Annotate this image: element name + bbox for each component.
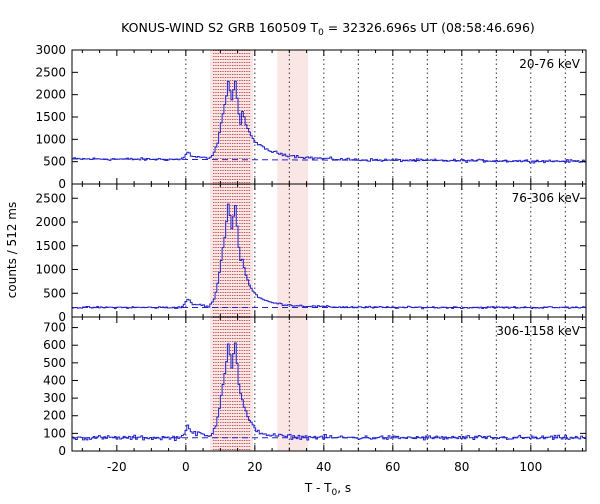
shaded-interval: [277, 317, 309, 451]
y-tick-label: 1000: [35, 263, 66, 277]
y-tick-label: 500: [43, 155, 66, 169]
y-tick-label: 100: [43, 426, 66, 440]
y-tick-label: 500: [43, 356, 66, 370]
panel-energy-label: 76-306 keV: [512, 191, 581, 205]
light-curve-series: [72, 80, 587, 164]
panel-3: 0 100 200 300 400 500 600 700 306-1158 keV: [43, 316, 587, 458]
light-curve-series: [72, 203, 587, 310]
y-tick-label: 2500: [35, 191, 66, 205]
shaded-interval: [277, 184, 309, 317]
y-tick-label: 3000: [35, 43, 66, 57]
chart-title-suffix: = 32326.696s UT (08:58:46.696): [324, 20, 535, 35]
shaded-interval: [209, 317, 254, 451]
y-tick-label: 1000: [35, 132, 66, 146]
x-axis-label: T - T0, s: [304, 481, 351, 498]
panel-1: 0 500 1000 1500 2000 2500 3000 20-76 keV: [35, 43, 587, 191]
y-tick-label: 700: [43, 321, 66, 335]
panel-frame: [71, 316, 587, 452]
x-axis-label-prefix: T - T: [304, 481, 332, 495]
panel-frame: [71, 183, 587, 318]
panel-frame: [71, 49, 587, 185]
panel-energy-label: 20-76 keV: [519, 57, 581, 71]
x-tick-label: 40: [316, 460, 331, 474]
panel-2: 0 500 1000 1500 2000 2500 76-306 keV: [35, 183, 587, 324]
y-tick-label: 500: [43, 286, 66, 300]
shaded-interval: [209, 184, 254, 317]
y-tick-label: 1500: [35, 110, 66, 124]
y-tick-label: 2500: [35, 65, 66, 79]
y-tick-label: 0: [58, 310, 66, 324]
x-tick-label: -20: [107, 460, 127, 474]
y-tick-label: 0: [58, 177, 66, 191]
chart-title: KONUS-WIND S2 GRB 160509 T0 = 32326.696s…: [121, 20, 535, 38]
y-tick-label: 1500: [35, 239, 66, 253]
x-tick-label: 60: [385, 460, 400, 474]
x-tick-label: 100: [519, 460, 542, 474]
y-axis-label: counts / 512 ms: [5, 202, 19, 298]
y-tick-label: 2000: [35, 215, 66, 229]
chart-title-sub: 0: [318, 28, 324, 38]
light-curve-series: [72, 342, 587, 441]
x-axis-label-suffix: , s: [337, 481, 351, 495]
y-tick-label: 400: [43, 373, 66, 387]
shaded-interval: [209, 50, 254, 184]
y-tick-label: 300: [43, 391, 66, 405]
y-tick-label: 200: [43, 409, 66, 423]
x-tick-label: 0: [182, 460, 190, 474]
y-tick-label: 600: [43, 338, 66, 352]
x-tick-label: 20: [247, 460, 262, 474]
x-tick-label: 80: [454, 460, 469, 474]
shaded-interval: [277, 50, 309, 184]
y-tick-label: 2000: [35, 88, 66, 102]
y-tick-label: 0: [58, 444, 66, 458]
x-axis-label-sub: 0: [332, 488, 338, 498]
chart-title-prefix: KONUS-WIND S2 GRB 160509 T: [121, 20, 318, 35]
panel-energy-label: 306-1158 keV: [496, 324, 580, 338]
